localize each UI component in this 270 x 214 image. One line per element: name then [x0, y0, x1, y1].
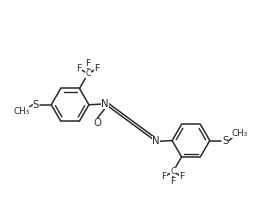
Text: CH₃: CH₃: [231, 129, 248, 138]
Text: C: C: [85, 69, 91, 78]
Text: S: S: [33, 100, 39, 110]
Text: C: C: [170, 167, 176, 176]
Text: O: O: [93, 118, 102, 128]
Text: N: N: [152, 137, 160, 146]
Text: F: F: [170, 177, 176, 186]
Text: CH₃: CH₃: [14, 107, 30, 116]
Text: N: N: [101, 99, 109, 109]
Text: F: F: [85, 59, 91, 68]
Text: F: F: [76, 64, 82, 73]
Text: F: F: [161, 172, 167, 181]
Text: F: F: [179, 172, 185, 181]
Text: F: F: [94, 64, 100, 73]
Text: S: S: [222, 136, 228, 146]
